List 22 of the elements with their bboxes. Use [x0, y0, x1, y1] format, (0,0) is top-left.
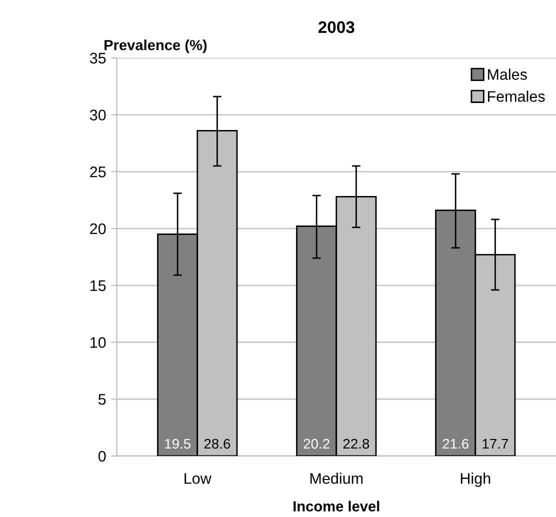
data-label: 17.7 [482, 439, 508, 449]
y-axis-title: Prevalence (%) [104, 40, 207, 54]
x-tick-label: Medium [310, 472, 363, 484]
y-tick-label: 35 [90, 52, 106, 64]
legend-label: Females [488, 90, 545, 102]
y-tick-label: 15 [90, 280, 106, 292]
x-axis-title: Income level [294, 500, 380, 512]
y-tick-label: 25 [90, 166, 106, 178]
data-label: 21.6 [442, 438, 468, 449]
data-label: 19.5 [165, 438, 191, 449]
y-tick-label: 0 [98, 450, 106, 462]
x-tick-label: Low [184, 473, 212, 484]
y-tick-label: 10 [90, 337, 106, 348]
chart-title: 2003 [318, 21, 354, 34]
legend-label: Males [488, 68, 527, 80]
data-label: 22.8 [343, 438, 370, 449]
data-label: 28.6 [204, 438, 230, 449]
data-label: 20.2 [304, 438, 330, 449]
y-tick-label: 20 [90, 223, 106, 234]
y-tick-label: 30 [90, 110, 106, 120]
x-tick-label: High [460, 472, 490, 487]
y-tick-label: 5 [98, 394, 106, 405]
